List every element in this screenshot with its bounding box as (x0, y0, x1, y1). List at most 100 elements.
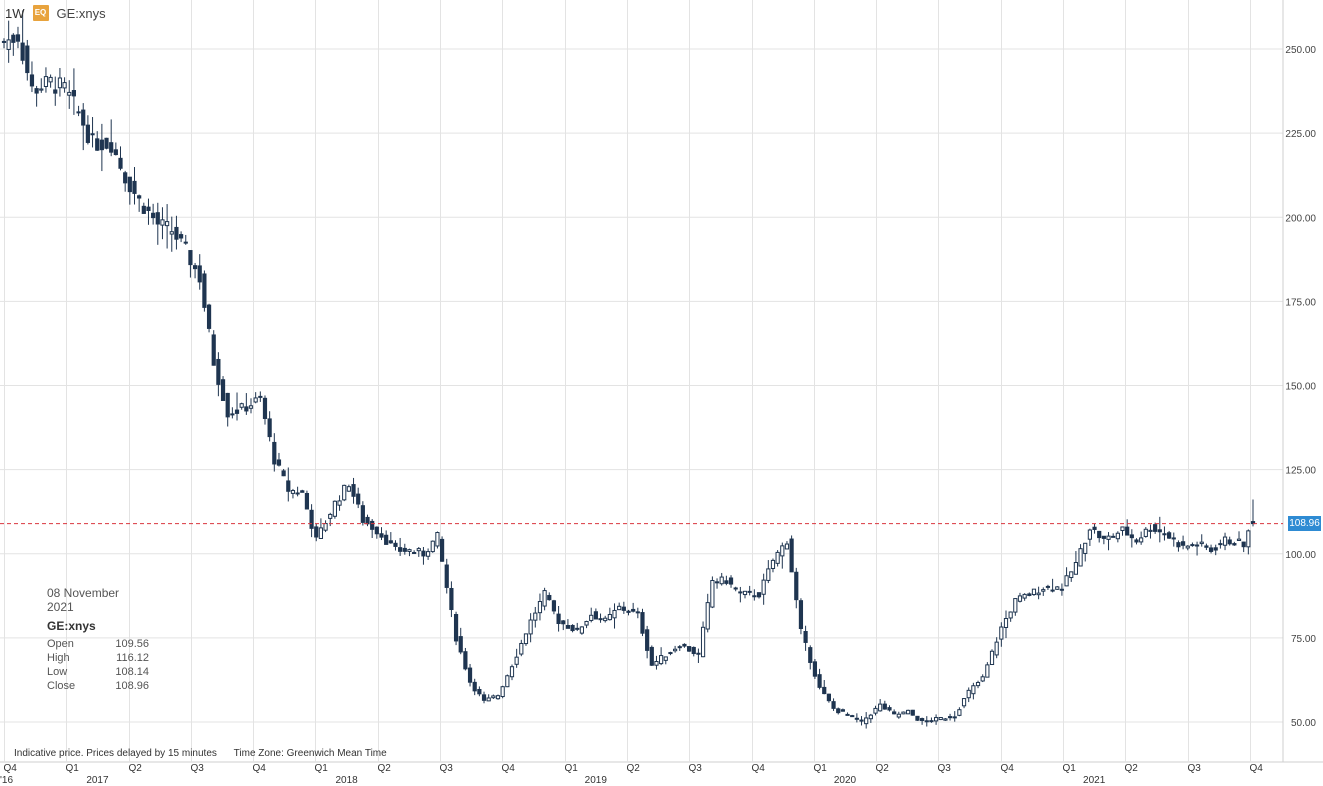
quarter-label: Q2 (876, 763, 890, 774)
candle-body (426, 551, 431, 557)
candle-body (1143, 528, 1148, 537)
candle-body (822, 686, 827, 695)
candle-body (938, 716, 943, 721)
candle-body (528, 619, 533, 635)
candle-body (276, 459, 282, 466)
candle-body (388, 540, 393, 544)
candle-body (1069, 571, 1074, 579)
candle-body (71, 90, 77, 97)
candle-body (714, 581, 720, 584)
candle-body (957, 709, 962, 716)
candle-body (626, 610, 631, 613)
candle-body (1106, 535, 1111, 540)
candle-body (90, 133, 95, 136)
y-tick-label: 75.00 (1291, 634, 1316, 645)
candle-body (1097, 530, 1102, 539)
year-label: 2019 (585, 775, 608, 786)
interval-selector[interactable]: 1W (5, 5, 25, 21)
candle-body (719, 576, 724, 585)
candle-body (1241, 541, 1246, 548)
y-tick-label: 175.00 (1285, 297, 1316, 308)
candle-body (961, 698, 967, 707)
candle-body (402, 547, 407, 552)
candle-body (975, 682, 981, 687)
candle-body (924, 720, 929, 723)
candle-body (337, 500, 342, 506)
info-value: 108.96 (115, 680, 149, 692)
candle-body (780, 545, 785, 557)
candle-body (239, 403, 244, 408)
candle-body (500, 686, 505, 698)
candle-body (705, 602, 710, 630)
candle-body (1153, 524, 1158, 532)
last-price-tag: 108.96 (1288, 516, 1321, 531)
candle-body (328, 513, 333, 519)
quarter-label: Q2 (627, 763, 641, 774)
candle-body (747, 590, 752, 593)
equity-badge: EQ (32, 5, 49, 21)
candle-body (640, 612, 645, 634)
candle-body (794, 571, 799, 601)
candle-body (775, 551, 780, 564)
candle-body (864, 717, 869, 725)
candle-body (267, 418, 272, 438)
info-label: Close (47, 680, 76, 692)
candle-body (1101, 535, 1106, 539)
candle-body (15, 34, 21, 42)
candle-body (1139, 537, 1144, 543)
candle-body (76, 111, 81, 114)
candle-body (151, 212, 156, 219)
candle-body (346, 486, 351, 492)
candle-body (155, 212, 160, 225)
symbol-label[interactable]: GE:xnys (56, 5, 106, 21)
candle-body (439, 538, 445, 562)
candle-body (868, 714, 873, 720)
candle-body (631, 608, 636, 612)
candle-body (384, 534, 389, 545)
y-axis-labels: 50.00 75.00 100.00 125.00 150.00 175.00 200.00… (1285, 45, 1316, 729)
info-row-high: High 116.12 (47, 651, 149, 665)
candle-body (53, 89, 58, 94)
candle-body (230, 413, 235, 416)
quarter-label: Q3 (1188, 763, 1202, 774)
candle-body (67, 91, 72, 96)
quarter-label: Q4 (4, 763, 18, 774)
candle-body (374, 526, 379, 535)
quarter-label: Q3 (440, 763, 454, 774)
candle-body (132, 180, 137, 194)
candle-body (169, 231, 174, 235)
candle-body (589, 614, 594, 621)
candle-body (1180, 541, 1186, 546)
candle-body (1167, 532, 1172, 539)
candle-body (621, 606, 626, 611)
candle-body (435, 532, 440, 547)
info-symbol: GE:xnys (47, 619, 96, 633)
candle-body (95, 138, 100, 151)
info-value: 116.12 (116, 652, 149, 664)
candle-body (929, 720, 934, 723)
candle-body (332, 500, 337, 517)
candle-body (943, 718, 948, 721)
candle-body (952, 716, 957, 719)
candle-body (1148, 529, 1153, 532)
candle-body (412, 552, 417, 555)
candle-body (971, 685, 976, 695)
candle-body (183, 241, 188, 244)
candle-body (519, 642, 524, 655)
candle-body (34, 88, 39, 94)
year-label: 2021 (1083, 775, 1106, 786)
candle-body (1204, 545, 1209, 548)
candle-body (645, 629, 650, 651)
quarter-label: Q3 (191, 763, 205, 774)
candle-body (351, 484, 356, 497)
candle-body (281, 470, 286, 477)
candle-body (430, 540, 435, 553)
candle-body (48, 76, 53, 83)
candles (1, 10, 1256, 729)
candle-body (467, 667, 473, 683)
candle-body (691, 646, 696, 655)
candle-body (295, 492, 300, 495)
candle-body (407, 549, 412, 552)
info-value: 109.56 (115, 638, 149, 650)
candle-body (812, 661, 818, 677)
